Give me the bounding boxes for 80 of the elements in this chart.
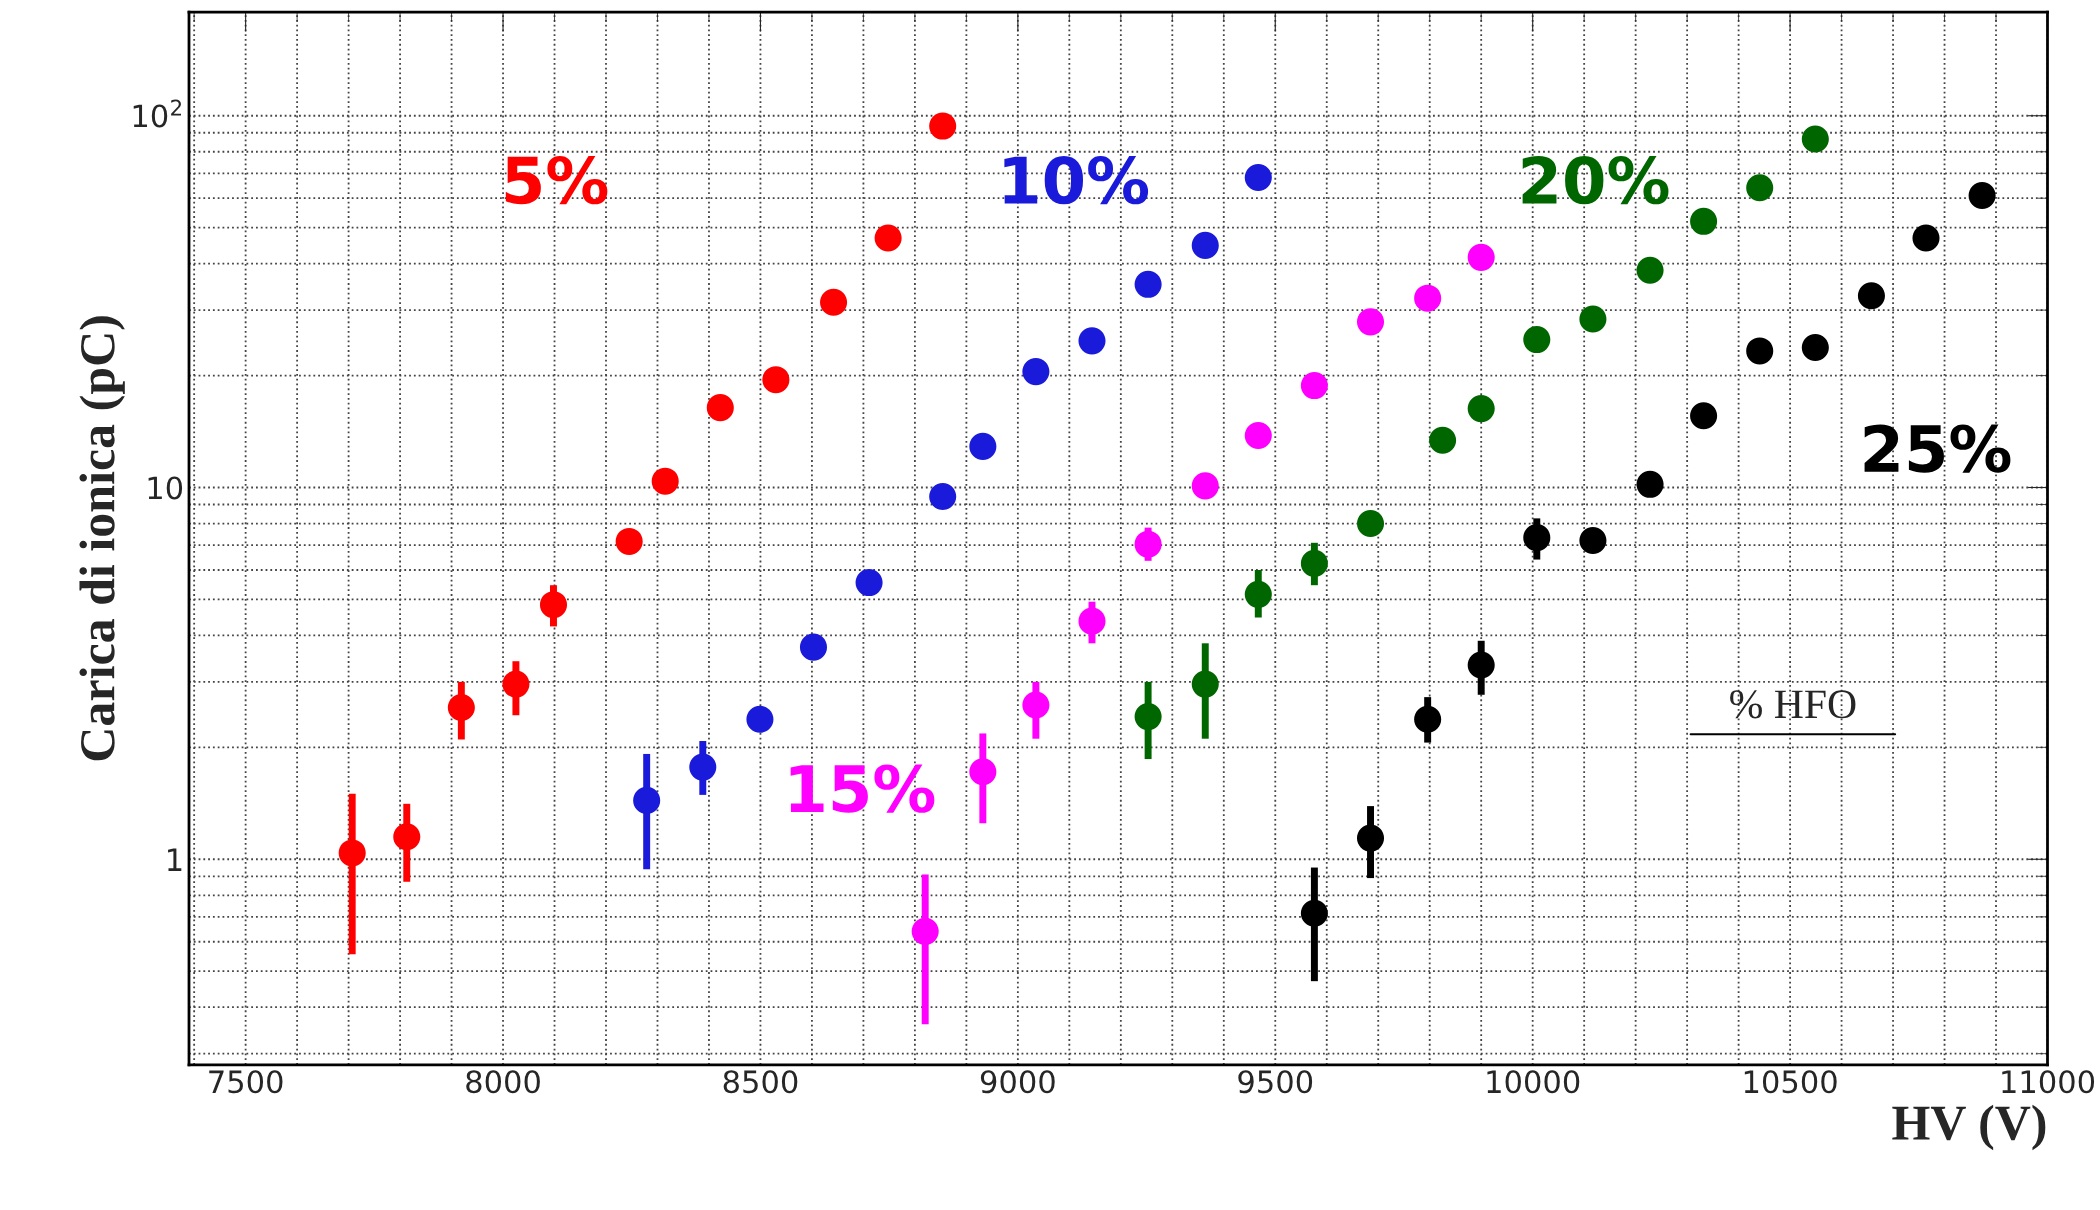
y-axis-title: Carica di ionica (pC): [79, 316, 125, 761]
point: [1078, 607, 1106, 635]
point: [874, 224, 902, 252]
series-label: 20%: [1522, 156, 1669, 205]
point: [539, 591, 568, 619]
x-axis-title: HV (V): [1892, 1104, 2046, 1151]
point: [1467, 651, 1495, 679]
point: [1244, 421, 1272, 450]
point: [1579, 527, 1607, 555]
y-tick-label: 10$^{2}$: [133, 99, 181, 128]
point: [911, 917, 939, 945]
point: [1134, 270, 1162, 298]
point: [338, 839, 366, 867]
point: [1801, 125, 1829, 153]
point: [1244, 580, 1272, 608]
point: [929, 482, 957, 510]
x-tick-label: 9000: [980, 1070, 1055, 1094]
point: [447, 693, 475, 722]
point: [1467, 243, 1495, 271]
point: [969, 758, 997, 786]
x-tick-label: 10500: [1744, 1070, 1837, 1094]
point: [1134, 703, 1162, 731]
point: [502, 670, 530, 698]
point: [1356, 509, 1385, 538]
point: [1191, 670, 1219, 698]
x-tick-label: 10000: [1487, 1070, 1580, 1094]
point: [633, 786, 661, 814]
series-label: 25%: [1864, 424, 2011, 473]
point: [1191, 472, 1219, 500]
point: [1022, 358, 1050, 386]
point: [1134, 530, 1162, 558]
point: [1300, 549, 1328, 577]
y-tick-label: 10: [148, 476, 183, 500]
point: [1300, 899, 1328, 927]
point: [746, 705, 774, 733]
point: [1414, 284, 1442, 312]
point: [1523, 524, 1551, 552]
point: [1579, 305, 1607, 333]
point: [1690, 207, 1718, 235]
point: [651, 467, 679, 495]
point: [969, 432, 997, 460]
point: [1801, 333, 1829, 362]
y-tick-label: 1: [168, 848, 182, 871]
point: [929, 112, 957, 140]
point: [615, 527, 643, 555]
point: [1356, 308, 1385, 336]
point: [689, 753, 717, 781]
point: [1022, 691, 1050, 719]
point: [706, 394, 734, 422]
point: [762, 366, 790, 394]
point: [1523, 326, 1551, 354]
point: [1746, 174, 1774, 202]
point: [1414, 705, 1442, 733]
point: [820, 288, 848, 316]
point: [1636, 470, 1664, 498]
series-label: 10%: [1004, 156, 1149, 205]
x-tick-label: 7500: [209, 1070, 283, 1094]
point: [1356, 824, 1385, 852]
point: [1244, 163, 1272, 192]
point: [1300, 372, 1328, 400]
annotation: % HFO: [1730, 690, 1856, 719]
point: [855, 569, 883, 597]
point: [1857, 282, 1885, 310]
point: [1191, 231, 1219, 259]
x-tick-label: 8000: [466, 1070, 540, 1094]
point: [799, 633, 828, 661]
x-tick-label: 8500: [723, 1070, 798, 1094]
point: [393, 823, 421, 851]
point: [1968, 182, 1996, 210]
point: [1429, 426, 1457, 454]
point: [1690, 402, 1718, 430]
x-tick-label: 9500: [1238, 1070, 1313, 1094]
point: [1467, 395, 1495, 423]
point: [1912, 224, 1940, 252]
x-tick-label: 11000: [2002, 1070, 2095, 1094]
series-label: 15%: [790, 764, 935, 813]
text: 5%: [505, 156, 608, 205]
point: [1746, 337, 1774, 365]
point: [1636, 256, 1664, 284]
point: [1078, 327, 1106, 355]
